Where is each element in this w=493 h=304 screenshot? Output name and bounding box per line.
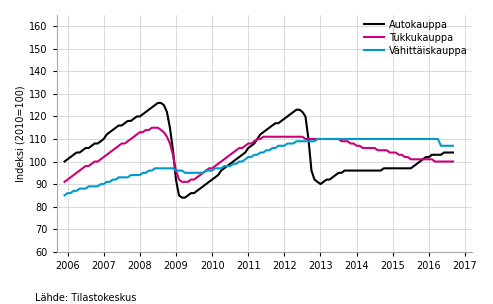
Tukkukauppa [320, 137, 326, 141]
Vähittäiskauppa [227, 164, 233, 168]
Vähittäiskauppa [315, 137, 320, 141]
Tukkukauppa [266, 135, 272, 139]
Autokauppa [269, 124, 275, 127]
Tukkukauppa [170, 153, 176, 157]
Autokauppa [450, 151, 456, 154]
Autokauppa [353, 169, 359, 172]
Line: Tukkukauppa: Tukkukauppa [65, 128, 453, 182]
Autokauppa [372, 169, 378, 172]
Tukkukauppa [149, 126, 155, 130]
Tukkukauppa [351, 142, 356, 145]
Autokauppa [179, 196, 185, 199]
Text: Lähde: Tilastokeskus: Lähde: Tilastokeskus [35, 293, 136, 303]
Tukkukauppa [62, 180, 68, 184]
Vähittäiskauppa [351, 137, 356, 141]
Line: Autokauppa: Autokauppa [65, 103, 453, 198]
Vähittäiskauppa [450, 144, 456, 147]
Tukkukauppa [369, 146, 375, 150]
Autokauppa [323, 178, 329, 181]
Vähittäiskauppa [320, 137, 326, 141]
Vähittäiskauppa [263, 148, 269, 152]
Vähittäiskauppa [369, 137, 375, 141]
Autokauppa [62, 160, 68, 163]
Line: Vähittäiskauppa: Vähittäiskauppa [65, 139, 453, 195]
Tukkukauppa [230, 151, 236, 154]
Autokauppa [170, 148, 176, 152]
Y-axis label: Indeksi (2010=100): Indeksi (2010=100) [15, 85, 25, 182]
Vähittäiskauppa [167, 167, 173, 170]
Vähittäiskauppa [62, 194, 68, 197]
Autokauppa [155, 101, 161, 105]
Tukkukauppa [450, 160, 456, 163]
Legend: Autokauppa, Tukkukauppa, Vähittäiskauppa: Autokauppa, Tukkukauppa, Vähittäiskauppa [364, 20, 467, 56]
Autokauppa [233, 157, 239, 161]
